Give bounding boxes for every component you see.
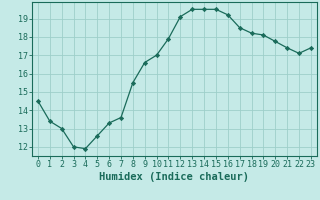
X-axis label: Humidex (Indice chaleur): Humidex (Indice chaleur) (100, 172, 249, 182)
